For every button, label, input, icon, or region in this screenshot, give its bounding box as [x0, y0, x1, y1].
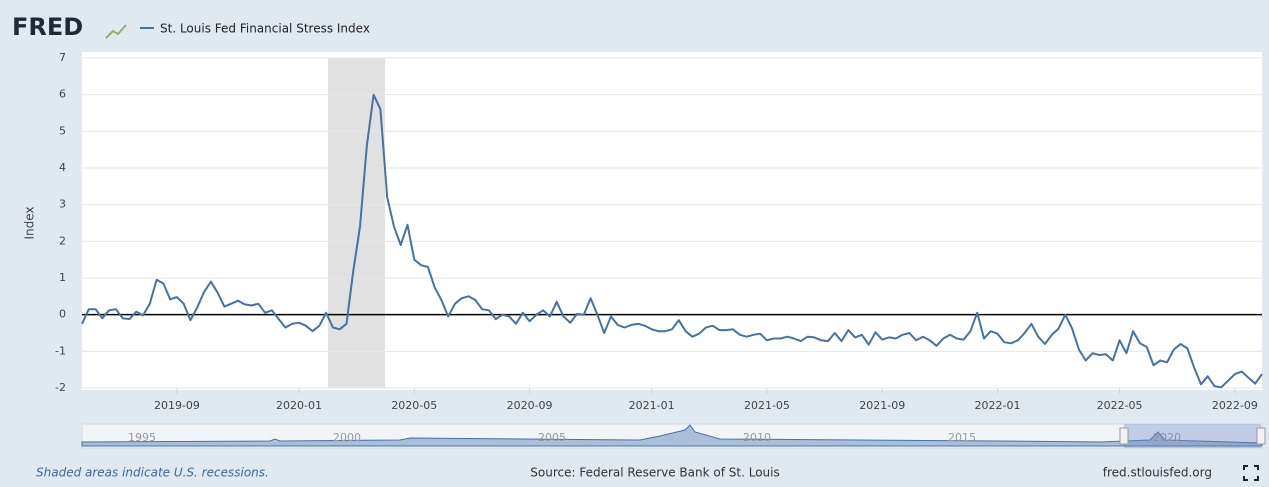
navigator-label: 2010 — [743, 431, 771, 444]
x-tick-label: 2019-09 — [154, 399, 200, 412]
x-tick-label: 2022-01 — [975, 399, 1021, 412]
navigator-label: 2005 — [538, 431, 566, 444]
navigator-label: 2020 — [1153, 431, 1181, 444]
plot-area — [82, 52, 1262, 390]
footer-note: Shaded areas indicate U.S. recessions. — [36, 466, 269, 480]
navigator-handle[interactable] — [1119, 427, 1129, 445]
y-tick-label: 6 — [59, 88, 66, 101]
navigator-area — [81, 424, 1263, 447]
navigator-label: 1995 — [128, 431, 156, 444]
recession-shade — [328, 58, 385, 388]
x-tick-label: 2021-05 — [744, 399, 790, 412]
fullscreen-icon[interactable] — [1243, 465, 1259, 481]
logo-icon — [105, 24, 127, 39]
y-tick-label: 5 — [59, 124, 66, 137]
x-tick-label: 2020-05 — [391, 399, 437, 412]
x-tick-label: 2022-09 — [1212, 399, 1258, 412]
x-tick-label: 2022-05 — [1097, 399, 1143, 412]
x-tick-label: 2020-01 — [276, 399, 322, 412]
y-axis-label: Index — [23, 206, 37, 239]
data-line — [81, 93, 1263, 389]
y-tick-label: -2 — [55, 381, 66, 394]
footer-source: Source: Federal Reserve Bank of St. Loui… — [530, 466, 779, 480]
y-tick-label: 4 — [59, 161, 66, 174]
navigator-label: 2000 — [333, 431, 361, 444]
navigator-window[interactable] — [1124, 424, 1261, 448]
navigator-handle[interactable] — [1256, 427, 1266, 445]
x-tick-label: 2021-09 — [859, 399, 905, 412]
y-tick-label: 7 — [59, 51, 66, 64]
x-tick-label: 2021-01 — [629, 399, 675, 412]
y-tick-label: 0 — [59, 308, 66, 321]
y-tick-label: -1 — [55, 344, 66, 357]
footer-site: fred.stlouisfed.org — [1103, 466, 1212, 480]
y-tick-label: 3 — [59, 198, 66, 211]
logo: FRED — [12, 13, 83, 41]
y-tick-label: 2 — [59, 234, 66, 247]
y-tick-label: 1 — [59, 271, 66, 284]
navigator-label: 2015 — [948, 431, 976, 444]
x-tick-label: 2020-09 — [507, 399, 553, 412]
legend-label: St. Louis Fed Financial Stress Index — [160, 22, 370, 36]
